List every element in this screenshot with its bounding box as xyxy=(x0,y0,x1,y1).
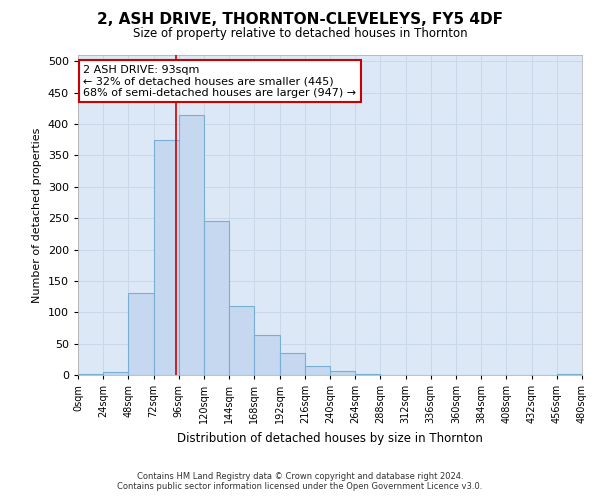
Bar xyxy=(128,294,154,375)
Bar xyxy=(355,374,380,375)
Bar xyxy=(229,306,254,375)
Bar xyxy=(305,366,330,375)
Bar xyxy=(103,372,128,375)
Bar xyxy=(78,374,103,375)
Bar xyxy=(154,140,179,375)
Bar xyxy=(254,336,280,375)
Bar xyxy=(330,370,355,375)
Text: 2, ASH DRIVE, THORNTON-CLEVELEYS, FY5 4DF: 2, ASH DRIVE, THORNTON-CLEVELEYS, FY5 4D… xyxy=(97,12,503,28)
Text: 2 ASH DRIVE: 93sqm
← 32% of detached houses are smaller (445)
68% of semi-detach: 2 ASH DRIVE: 93sqm ← 32% of detached hou… xyxy=(83,64,356,98)
Text: Contains HM Land Registry data © Crown copyright and database right 2024.
Contai: Contains HM Land Registry data © Crown c… xyxy=(118,472,482,491)
Bar xyxy=(280,353,305,375)
Bar xyxy=(179,114,204,375)
Bar xyxy=(204,222,229,375)
Y-axis label: Number of detached properties: Number of detached properties xyxy=(32,128,42,302)
X-axis label: Distribution of detached houses by size in Thornton: Distribution of detached houses by size … xyxy=(177,432,483,444)
Bar xyxy=(557,374,582,375)
Text: Size of property relative to detached houses in Thornton: Size of property relative to detached ho… xyxy=(133,28,467,40)
